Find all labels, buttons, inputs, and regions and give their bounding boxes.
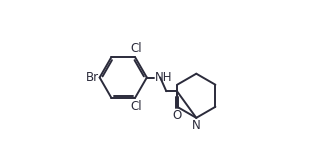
Text: Cl: Cl (131, 42, 142, 55)
Text: O: O (172, 109, 182, 122)
Text: Cl: Cl (131, 100, 142, 113)
Text: N: N (192, 119, 201, 132)
Text: Br: Br (86, 71, 99, 84)
Text: NH: NH (155, 71, 173, 84)
